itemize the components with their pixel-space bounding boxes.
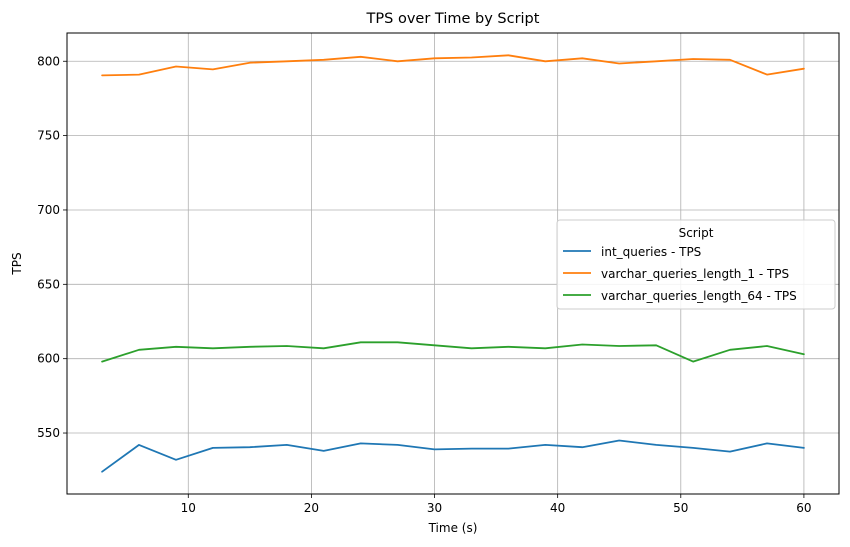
x-tick-label: 30	[427, 501, 442, 515]
y-tick-label: 600	[37, 352, 60, 366]
legend-items: int_queries - TPS varchar_queries_length_…	[563, 245, 797, 303]
y-tick-label: 750	[37, 129, 60, 143]
y-tick-label: 550	[37, 426, 60, 440]
legend-title: Script	[679, 226, 714, 240]
x-tick-label: 10	[181, 501, 196, 515]
chart-title: TPS over Time by Script	[366, 11, 540, 27]
y-axis-ticks: 550 600 650 700 750 800	[37, 54, 67, 440]
legend: Script int_queries - TPS varchar_queries_…	[556, 219, 836, 310]
y-tick-label: 800	[37, 54, 60, 68]
x-axis-label: Time (s)	[428, 521, 478, 535]
plot-frame	[66, 32, 840, 495]
y-tick-label: 650	[37, 277, 60, 291]
y-tick-label: 700	[37, 203, 60, 217]
series-line-2	[101, 54, 805, 77]
x-tick-label: 50	[673, 501, 688, 515]
legend-box	[556, 219, 836, 310]
legend-entry: varchar_queries_length_64 - TPS	[601, 289, 797, 303]
x-axis-ticks: 10 20 30 40 50 60	[181, 494, 812, 515]
x-tick-label: 20	[304, 501, 319, 515]
series-lines	[101, 54, 805, 473]
legend-entry: int_queries - TPS	[601, 245, 701, 259]
series-line-1	[101, 439, 805, 473]
x-tick-label: 60	[796, 501, 811, 515]
y-axis-label: TPS	[10, 252, 24, 275]
legend-entry: varchar_queries_length_1 - TPS	[601, 267, 789, 281]
x-tick-label: 40	[550, 501, 565, 515]
series-line-3	[101, 341, 805, 363]
